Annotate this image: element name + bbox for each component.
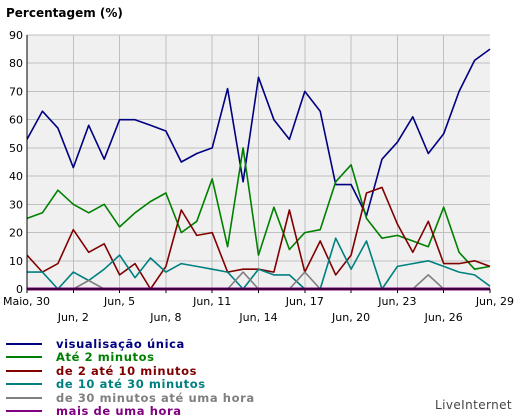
x-tick-label: Jun, 14: [238, 311, 277, 324]
y-tick-label: 30: [9, 198, 23, 211]
legend-entry: Até 2 minutos: [6, 350, 255, 365]
y-tick-label: 0: [16, 283, 23, 296]
legend-entry: de 30 minutos até uma hora: [6, 391, 255, 405]
legend-swatch: [6, 369, 42, 372]
legend-label: mais de uma hora: [56, 404, 182, 418]
legend-swatch: [6, 342, 42, 345]
legend-swatch: [6, 396, 42, 399]
y-tick-label: 40: [9, 170, 23, 183]
y-tick-label: 10: [9, 255, 23, 268]
x-tick-label: Jun, 8: [149, 311, 181, 324]
x-tick-label: Jun, 11: [192, 295, 231, 308]
legend-swatch: [6, 356, 42, 359]
legend-label: Até 2 minutos: [56, 350, 155, 365]
legend-entry: de 2 até 10 minutos: [6, 364, 255, 378]
series-line-4: [27, 237, 491, 290]
legend-entry: de 10 até 30 minutos: [6, 377, 255, 392]
axes: [26, 35, 490, 290]
legend-swatch: [6, 383, 42, 386]
legend-label: visualisação única: [56, 336, 185, 351]
legend: visualisação única Até 2 minutos de 2 até …: [6, 337, 255, 418]
brand-label: LiveInternet: [435, 398, 512, 412]
x-tick-label: Maio, 30: [3, 295, 50, 308]
legend-label: de 2 até 10 minutos: [56, 363, 198, 378]
y-tick-label: 70: [9, 85, 23, 98]
y-axis-title: Percentagem (%): [6, 6, 123, 20]
x-axis-ticks: Maio, 30 Jun, 2 Jun, 5 Jun, 8 Jun, 11 Jun, 14…: [3, 289, 514, 324]
y-tick-label: 20: [9, 227, 23, 240]
legend-entry: mais de uma hora: [6, 404, 255, 418]
y-axis-ticks: 0 10 20 30 40 50 60 70 80 90: [9, 29, 23, 296]
x-tick-label: Jun, 20: [331, 311, 370, 324]
line-chart: Percentagem (%) 0 10 20 30 40 50 60 70 80 90 Maio…: [3, 6, 514, 324]
x-tick-label: Jun, 2: [57, 311, 89, 324]
legend-entry: visualisação única: [6, 337, 255, 351]
legend-label: de 10 até 30 minutos: [56, 377, 206, 392]
legend-label: de 30 minutos até uma hora: [56, 390, 255, 405]
y-tick-label: 80: [9, 57, 23, 70]
legend-swatch: [6, 410, 42, 413]
series-line-1: [26, 48, 491, 217]
x-tick-label: Jun, 29: [475, 295, 514, 308]
x-tick-label: Jun, 26: [424, 311, 463, 324]
x-tick-label: Jun, 5: [103, 295, 135, 308]
x-tick-label: Jun, 23: [377, 295, 416, 308]
y-tick-label: 60: [9, 114, 23, 127]
y-tick-label: 90: [9, 29, 23, 42]
x-tick-label: Jun, 17: [285, 295, 324, 308]
y-tick-label: 50: [9, 142, 23, 155]
series-line-2: [26, 147, 491, 271]
